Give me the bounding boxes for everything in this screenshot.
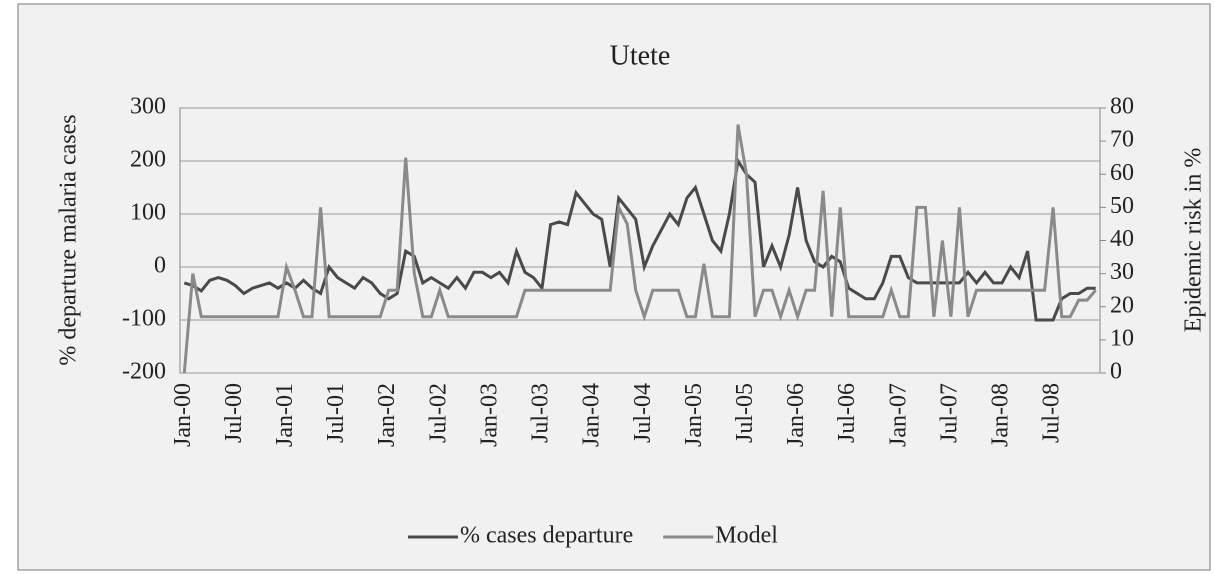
y2-axis-label: Epidemic risk in % (1181, 148, 1207, 333)
y-tick-label: 100 (130, 200, 166, 226)
legend-label: Model (715, 523, 778, 549)
y-tick-label: -200 (122, 359, 166, 385)
y-tick-label: 300 (130, 94, 166, 120)
y2-tick-label: 50 (1110, 193, 1134, 219)
y2-tick-label: 10 (1110, 325, 1134, 351)
y2-tick-label: 80 (1110, 94, 1134, 120)
y2-tick-label: 60 (1110, 160, 1134, 186)
x-tick-label: Jul-06 (834, 383, 860, 443)
x-tick-label: Jan-01 (272, 383, 298, 447)
x-tick-label: Jul-05 (732, 383, 758, 443)
x-tick-label: Jan-05 (681, 383, 707, 447)
x-tick-label: Jan-04 (579, 383, 605, 447)
y-tick-label: -100 (122, 306, 166, 332)
series-line (182, 124, 1097, 374)
x-tick-label: Jan-07 (885, 383, 911, 447)
x-tick-label: Jul-02 (425, 383, 451, 443)
x-tick-label: Jan-00 (170, 383, 196, 447)
x-tick-label: Jul-01 (323, 383, 349, 443)
x-tick-label: Jan-03 (476, 383, 502, 447)
y-axis-label: % departure malaria cases (56, 114, 82, 365)
x-tick-label: Jul-08 (1039, 383, 1065, 443)
x-tick-label: Jul-03 (528, 383, 554, 443)
y2-tick-label: 70 (1110, 127, 1134, 153)
y2-tick-label: 0 (1110, 359, 1122, 385)
chart-frame (17, 3, 1211, 571)
y-tick-label: 200 (130, 147, 166, 173)
x-tick-label: Jan-06 (783, 383, 809, 447)
y2-tick-label: 40 (1110, 226, 1134, 252)
legend-label: % cases departure (460, 523, 633, 549)
x-tick-label: Jul-04 (630, 383, 656, 443)
series-line (183, 156, 1096, 322)
y2-tick-label: 20 (1110, 292, 1134, 318)
y2-tick-label: 30 (1110, 259, 1134, 285)
x-tick-label: Jul-07 (936, 383, 962, 443)
y-tick-label: 0 (154, 253, 166, 279)
x-tick-label: Jan-02 (374, 383, 400, 447)
x-tick-label: Jan-08 (988, 383, 1014, 447)
chart-title: Utete (610, 40, 671, 71)
x-tick-label: Jul-00 (221, 383, 247, 443)
